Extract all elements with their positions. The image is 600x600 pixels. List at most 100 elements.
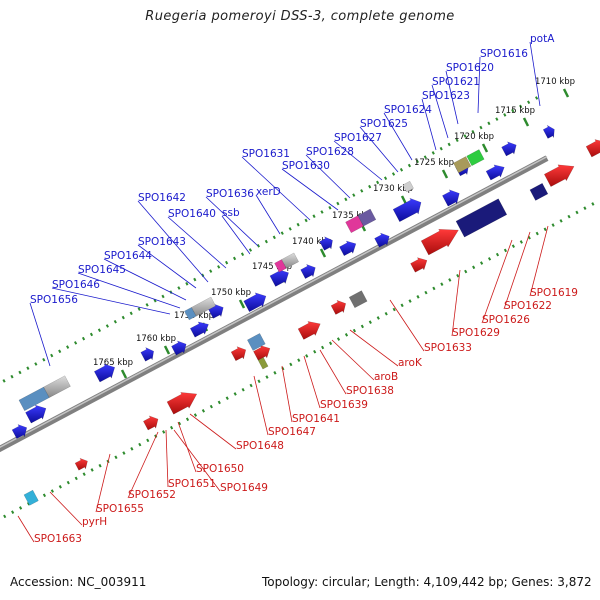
minus-strand-gene-arrow [330,299,347,315]
minus-gene-leader [349,329,399,367]
minus-strand-gene-arrow [420,229,459,256]
plus-gene-label: SPO1616 [480,48,528,60]
kbp-major-tick [163,345,171,355]
minus-gene-leader [319,349,347,395]
plus-gene-leader [477,56,481,114]
minus-strand-gene-arrow [410,257,428,273]
plus-gene-leader [421,98,437,151]
plus-strand-gene-box [18,386,50,412]
minus-strand-gene-box [348,290,368,309]
plus-gene-leader [205,196,259,247]
minus-strand-gene-arrow [166,392,198,415]
plus-gene-label: SPO1627 [334,132,382,144]
plus-gene-leader [305,154,351,199]
plus-gene-leader [529,41,541,107]
plus-strand-gene-arrow [392,197,422,223]
plus-strand-gene-box [466,149,485,167]
minus-strand-gene-arrow [585,139,600,158]
kbp-major-tick [441,169,449,179]
plus-gene-label: SPO1644 [104,250,152,262]
plus-gene-leader [445,70,459,125]
plus-gene-label: SPO1631 [242,148,290,160]
plus-gene-label: ssb [222,207,240,219]
kbp-major-tick [319,248,327,258]
minus-strand-gene-box [529,182,549,201]
plus-gene-label: SPO1625 [360,118,408,130]
minus-gene-leader [481,239,513,324]
minus-gene-label: SPO1655 [96,503,144,515]
minus-gene-label: SPO1641 [292,413,340,425]
minus-gene-label: SPO1619 [530,287,578,299]
plus-gene-label: xerD [256,186,281,198]
kbp-label: 1735 kbp [332,211,372,221]
plus-strand-gene-arrow [189,321,209,338]
plus-gene-leader [103,258,187,301]
minus-gene-label: SPO1647 [268,426,316,438]
plus-strand-gene-box [402,180,414,193]
plus-gene-label: SPO1624 [384,104,432,116]
minus-strand-gene-box [23,489,39,506]
minus-gene-leader [95,453,111,513]
plus-strand-gene-box [357,208,377,227]
minus-gene-leader [281,365,293,423]
accession-text: Accession: NC_003911 [10,575,147,589]
minus-gene-label: SPO1649 [220,482,268,494]
plus-gene-leader [281,168,339,211]
plus-strand-gene-box [191,296,216,317]
minus-gene-label: SPO1663 [34,533,82,545]
kbp-label: 1740 kbp [292,237,332,247]
minus-gene-leader [165,429,169,488]
genome-backbone [0,155,549,453]
plus-gene-leader [255,194,281,235]
plus-gene-leader [29,302,51,367]
minus-gene-leader [503,231,531,310]
kbp-label: 1725 kbp [414,158,454,168]
minus-gene-label: SPO1629 [452,327,500,339]
plus-gene-label: SPO1646 [52,279,100,291]
minus-strand-gene-arrow [143,415,159,431]
plus-gene-leader [359,126,399,173]
minus-strand-gene-arrow [230,346,247,362]
minus-gene-leader [189,413,237,450]
plus-strand-gene-arrow [25,404,47,424]
minus-strand-gene-arrow [74,457,88,471]
plus-gene-label: SPO1630 [282,160,330,172]
minus-gene-leader [127,431,159,499]
kbp-label: 1730 kbp [373,184,413,194]
minus-strand-gene-box [455,198,508,238]
plus-strand-gene-arrow [140,347,154,362]
minus-strand-gene-arrow [297,321,321,340]
map-title: Ruegeria pomeroyi DSS-3, complete genome [145,9,455,24]
plus-gene-label: SPO1623 [422,90,470,102]
plus-strand-gene-arrow [93,363,116,383]
minus-gene-label: SPO1633 [424,342,472,354]
minus-gene-label: SPO1626 [482,314,530,326]
minus-gene-leader [529,225,549,297]
minus-strand-gene-arrow [543,164,575,188]
minus-strand-gene-box [247,333,266,351]
kbp-major-tick [120,369,128,379]
minus-gene-leader [17,515,35,543]
plus-gene-label: potA [530,33,555,45]
plus-strand-gene-arrow [485,164,505,181]
plus-gene-leader [137,200,209,283]
plus-gene-label: SPO1628 [306,146,354,158]
plus-gene-label: SPO1642 [138,192,186,204]
plus-strand-gene-box [453,156,472,174]
plus-gene-leader [221,215,251,255]
plus-gene-leader [77,272,181,309]
plus-gene-label: SPO1620 [446,62,494,74]
kbp-label: 1715 kbp [495,106,535,116]
plus-gene-leader [431,84,449,139]
plus-gene-leader [383,112,413,161]
minus-gene-leader [331,339,375,381]
minus-gene-label: SPO1652 [128,489,176,501]
plus-gene-leader [137,244,197,289]
minus-gene-label: SPO1622 [504,300,552,312]
plus-strand-gene-arrow [501,141,517,157]
plus-strand-gene-box [43,375,71,398]
minus-gene-label: aroB [374,371,398,383]
kbp-label: 1720 kbp [454,132,494,142]
minus-gene-label: SPO1651 [168,478,216,490]
